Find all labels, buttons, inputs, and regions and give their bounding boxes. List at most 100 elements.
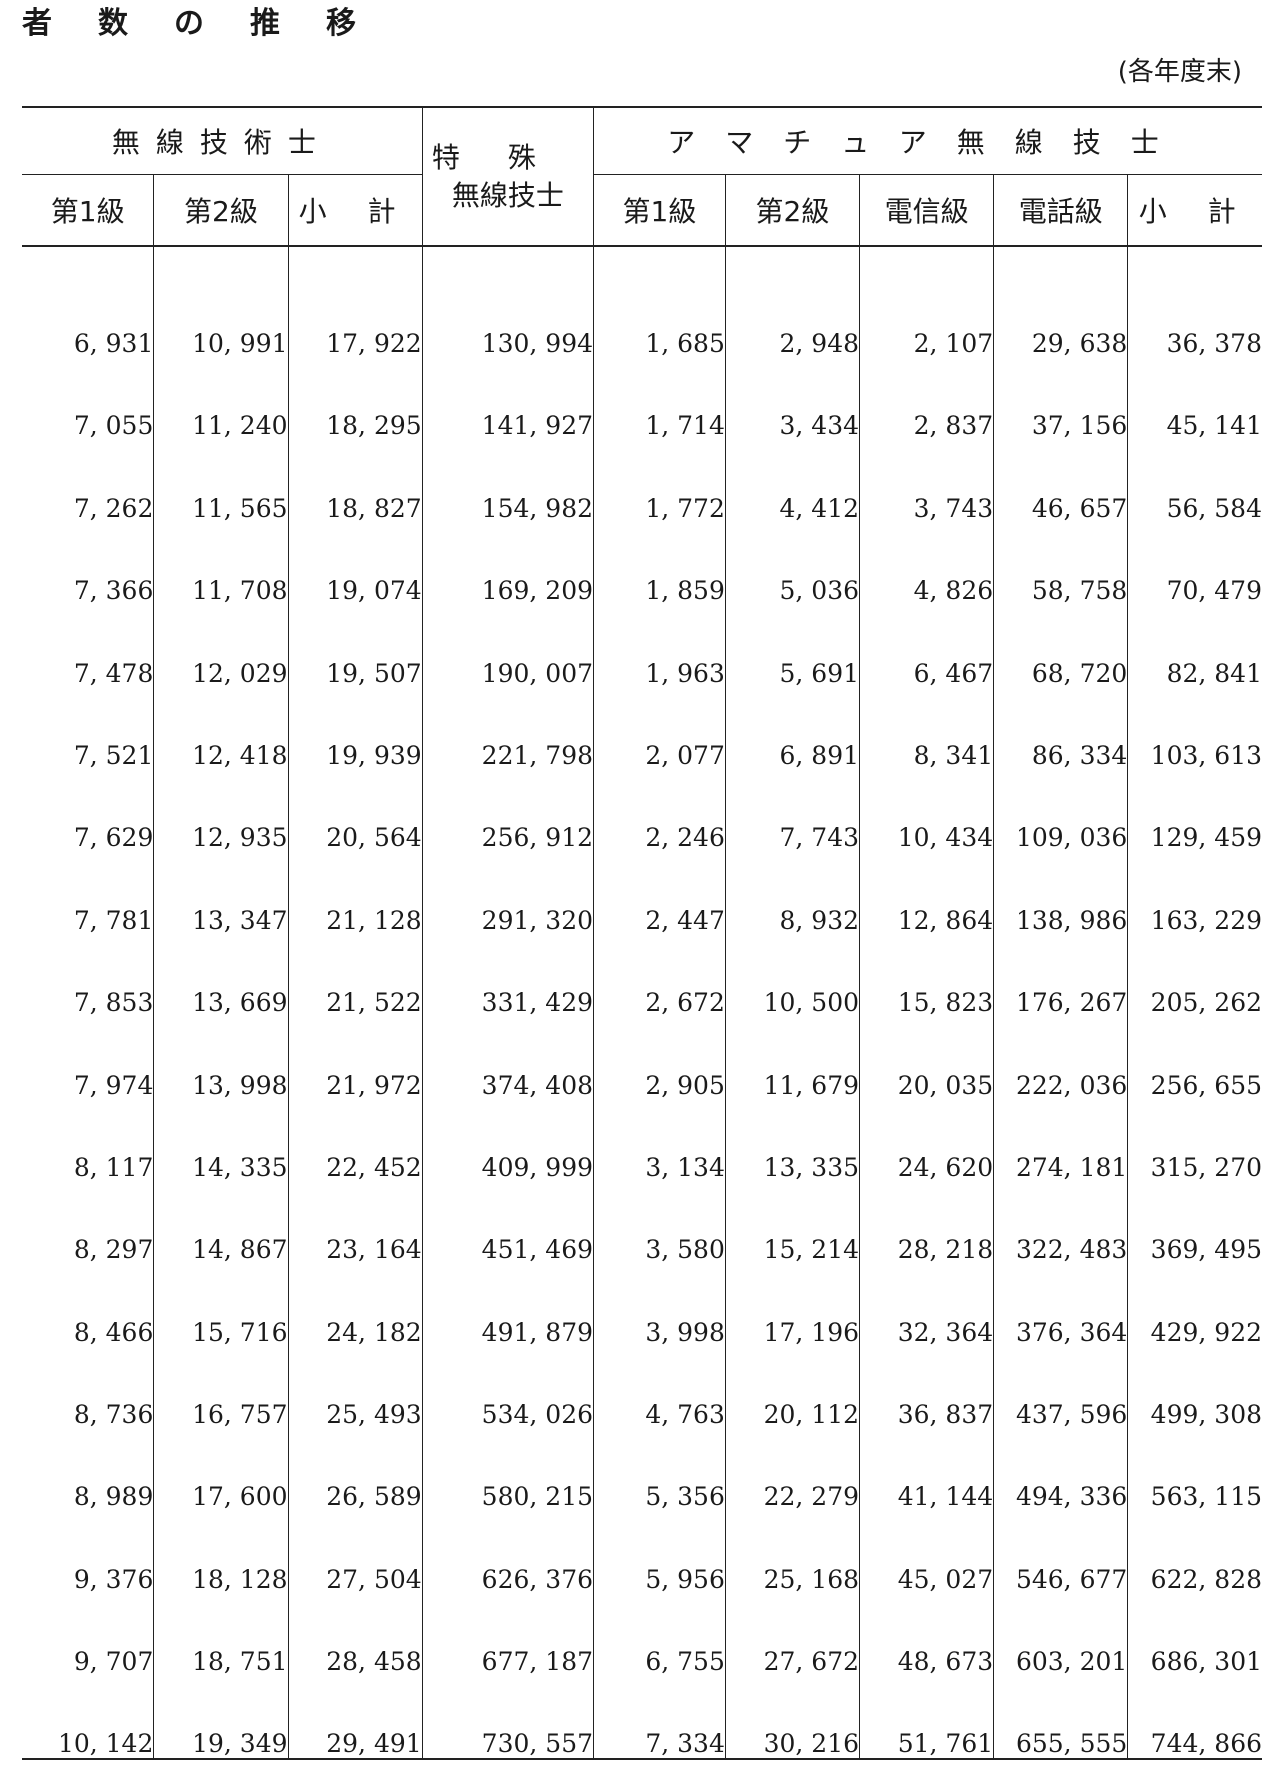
header-radio-subtotal: 小 計 (287, 174, 423, 247)
cell-radio-subtotal: 18, 827 (287, 440, 423, 523)
table-row: 8, 297 14, 867 23, 164 451, 469 3, 580 15, 21… (22, 1181, 1262, 1265)
cell-amateur-telegraph: 45, 027 (859, 1511, 994, 1594)
cell-amateur-telephone: 655, 555 (993, 1676, 1128, 1759)
cell-special: 580, 215 (421, 1429, 594, 1512)
cell-amateur-telephone: 322, 483 (993, 1181, 1128, 1265)
cell-amateur-subtotal: 70, 479 (1127, 522, 1262, 606)
cell-amateur-subtotal: 45, 141 (1127, 358, 1262, 441)
cell-amateur-telephone: 109, 036 (993, 769, 1128, 853)
licensee-count-table: 無線技術士 特殊 無線技士 アマチュア無線技士 第1級 第2級 小 計 第1級 … (22, 106, 1262, 1760)
header-special-line2: 無線技士 (451, 178, 564, 212)
cell-amateur-2nd: 30, 216 (724, 1676, 860, 1759)
cell-radio-1st: 7, 853 (73, 988, 154, 1018)
cell-amateur-2nd: 13, 335 (724, 1099, 860, 1182)
cell-special: 626, 376 (421, 1511, 594, 1594)
cell-amateur-1st: 2, 672 (593, 934, 726, 1018)
cell-amateur-2nd: 5, 691 (724, 605, 860, 688)
cell-amateur-subtotal: 256, 655 (1127, 1017, 1262, 1100)
cell-amateur-telephone: 29, 638 (993, 246, 1128, 358)
cell-amateur-telephone: 603, 201 (993, 1593, 1128, 1677)
cell-amateur-telegraph: 3, 743 (859, 440, 994, 523)
cell-amateur-subtotal: 369, 495 (1127, 1181, 1262, 1265)
cell-amateur-1st: 1, 772 (593, 440, 726, 523)
cell-amateur-1st: 1, 714 (593, 358, 726, 441)
header-special-line1: 特殊 (431, 140, 584, 174)
cell-amateur-subtotal: 499, 308 (1127, 1346, 1262, 1430)
cell-amateur-telegraph: 28, 218 (859, 1181, 994, 1265)
cell-amateur-2nd: 27, 672 (724, 1593, 860, 1677)
cell-radio-subtotal: 29, 491 (287, 1676, 423, 1759)
cell-amateur-telephone: 58, 758 (993, 522, 1128, 606)
header-amateur-telephone-class: 電話級 (993, 174, 1128, 247)
table-row: 7, 478 12, 029 19, 507 190, 007 1, 963 5, 691… (22, 605, 1262, 688)
cell-radio-1st: 7, 974 (73, 1070, 154, 1100)
cell-radio-1st: 8, 297 (73, 1235, 154, 1265)
cell-special: 491, 879 (421, 1264, 594, 1347)
cell-amateur-2nd: 3, 434 (724, 358, 860, 441)
cell-amateur-1st: 4, 763 (593, 1346, 726, 1430)
cell-amateur-1st: 3, 998 (593, 1264, 726, 1347)
table-row: 8, 117 14, 335 22, 452 409, 999 3, 134 13, 33… (22, 1099, 1262, 1182)
cell-amateur-2nd: 2, 948 (724, 246, 860, 358)
cell-amateur-1st: 1, 685 (593, 246, 726, 358)
table-row: 8, 989 17, 600 26, 589 580, 215 5, 356 22, 27… (22, 1429, 1262, 1512)
cell-amateur-subtotal: 622, 828 (1127, 1511, 1262, 1594)
cell-special: 331, 429 (421, 934, 594, 1018)
cell-radio-2nd: 15, 716 (153, 1264, 289, 1347)
cell-amateur-subtotal: 103, 613 (1127, 687, 1262, 770)
cell-radio-1st: 10, 142 (57, 1728, 154, 1758)
cell-amateur-telephone: 68, 720 (993, 605, 1128, 688)
cell-radio-1st: 8, 989 (73, 1482, 154, 1512)
cell-amateur-telegraph: 10, 434 (859, 769, 994, 853)
table-row: 7, 853 13, 669 21, 522 331, 429 2, 672 10, 50… (22, 934, 1262, 1018)
cell-amateur-telegraph: 36, 837 (859, 1346, 994, 1430)
cell-special: 677, 187 (421, 1593, 594, 1677)
cell-amateur-telegraph: 6, 467 (859, 605, 994, 688)
cell-radio-2nd: 13, 998 (153, 1017, 289, 1100)
cell-special: 451, 469 (421, 1181, 594, 1265)
cell-amateur-telephone: 138, 986 (993, 852, 1128, 935)
cell-radio-1st: 8, 736 (73, 1400, 154, 1430)
cell-radio-1st: 7, 781 (73, 905, 154, 935)
cell-special: 154, 982 (421, 440, 594, 523)
cell-radio-1st: 9, 376 (73, 1564, 154, 1594)
cell-amateur-telegraph: 8, 341 (859, 687, 994, 770)
cell-special: 730, 557 (421, 1676, 594, 1759)
table-row: 8, 736 16, 757 25, 493 534, 026 4, 763 20, 11… (22, 1346, 1262, 1430)
cell-radio-2nd: 13, 669 (153, 934, 289, 1018)
cell-amateur-subtotal: 56, 584 (1127, 440, 1262, 523)
cell-amateur-2nd: 22, 279 (724, 1429, 860, 1512)
cell-amateur-telephone: 494, 336 (993, 1429, 1128, 1512)
cell-amateur-1st: 2, 246 (593, 769, 726, 853)
cell-radio-2nd: 12, 418 (153, 687, 289, 770)
cell-amateur-1st: 2, 905 (593, 1017, 726, 1100)
cell-radio-2nd: 17, 600 (153, 1429, 289, 1512)
cell-radio-2nd: 12, 029 (153, 605, 289, 688)
cell-amateur-1st: 2, 077 (593, 687, 726, 770)
cell-special: 409, 999 (421, 1099, 594, 1182)
cell-amateur-1st: 2, 447 (593, 852, 726, 935)
cell-amateur-1st: 3, 134 (593, 1099, 726, 1182)
cell-special: 374, 408 (421, 1017, 594, 1100)
cell-radio-1st: 7, 055 (73, 411, 154, 441)
cell-amateur-subtotal: 82, 841 (1127, 605, 1262, 688)
cell-amateur-2nd: 10, 500 (724, 934, 860, 1018)
cell-radio-subtotal: 24, 182 (287, 1264, 423, 1347)
table-row: 7, 055 11, 240 18, 295 141, 927 1, 714 3, 434… (22, 358, 1262, 441)
table-body: 6, 931 10, 991 17, 922 130, 994 1, 685 2, 948… (22, 246, 1262, 1759)
cell-amateur-2nd: 25, 168 (724, 1511, 860, 1594)
cell-radio-2nd: 11, 565 (153, 440, 289, 523)
header-radio-technician: 無線技術士 (22, 107, 423, 175)
cell-amateur-2nd: 17, 196 (724, 1264, 860, 1347)
table-row: 8, 466 15, 716 24, 182 491, 879 3, 998 17, 19… (22, 1264, 1262, 1347)
cell-radio-2nd: 19, 349 (153, 1676, 289, 1759)
cell-radio-subtotal: 19, 939 (287, 687, 423, 770)
cell-amateur-telegraph: 4, 826 (859, 522, 994, 606)
cell-amateur-subtotal: 205, 262 (1127, 934, 1262, 1018)
header-radio-2nd-class: 第2級 (153, 174, 289, 247)
cell-radio-1st: 7, 262 (73, 493, 154, 523)
cell-radio-2nd: 14, 335 (153, 1099, 289, 1182)
cell-radio-subtotal: 21, 522 (287, 934, 423, 1018)
cell-radio-2nd: 16, 757 (153, 1346, 289, 1430)
header-amateur-telegraph-class: 電信級 (859, 174, 994, 247)
